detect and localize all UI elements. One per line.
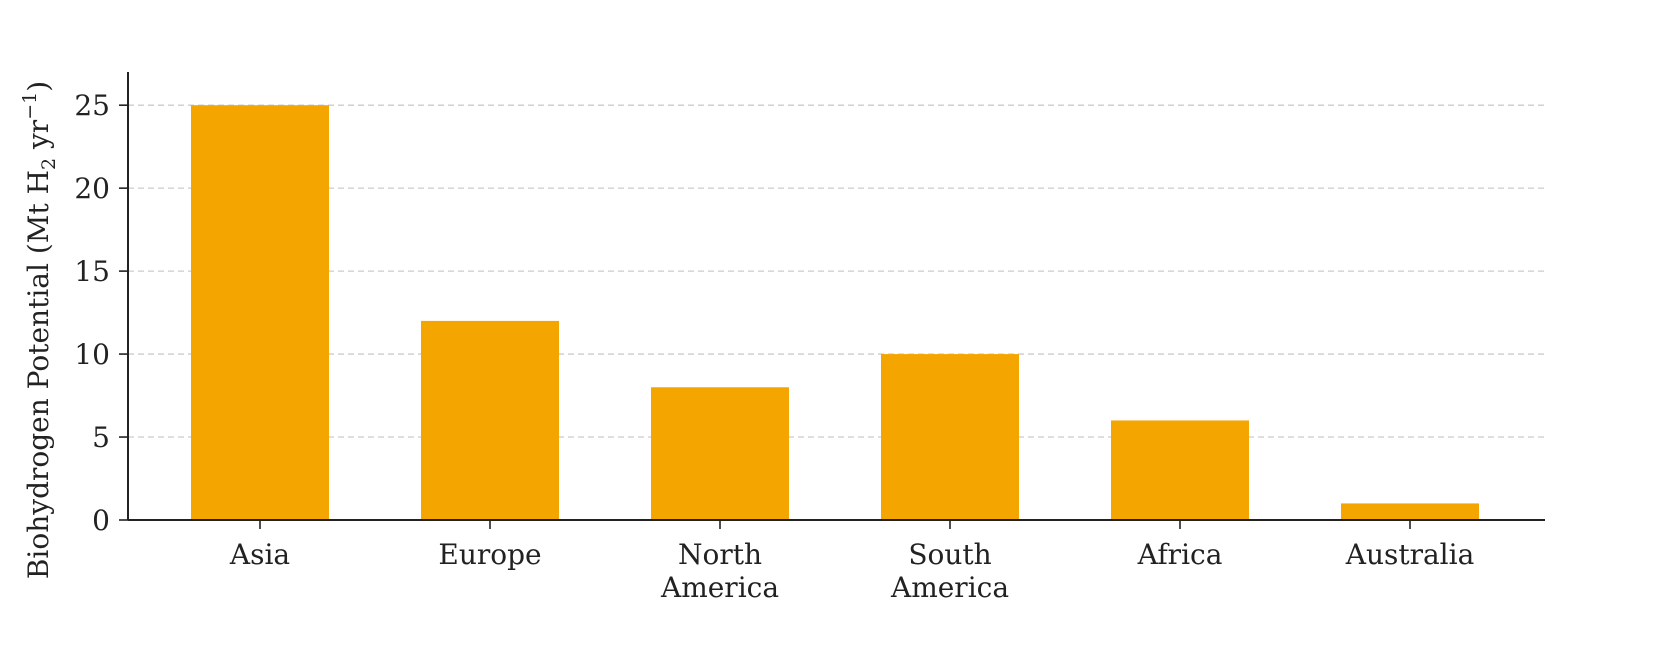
- y-tick-label-15: 15: [74, 255, 110, 288]
- bar-5: [1341, 503, 1479, 520]
- y-tick-label-5: 5: [92, 421, 110, 454]
- x-tick-label-0: Asia: [229, 538, 290, 571]
- x-tick-label-line: Europe: [438, 538, 541, 571]
- bar-2: [651, 387, 789, 520]
- y-tick-label-10: 10: [74, 338, 110, 371]
- x-tick-label-line: America: [890, 571, 1009, 604]
- y-tick-label-0: 0: [92, 504, 110, 537]
- x-tick-label-2: North America: [660, 538, 779, 604]
- bar-4: [1111, 420, 1249, 520]
- y-axis-title-end: ): [22, 81, 55, 92]
- x-tick-label-4: Africa: [1137, 538, 1223, 571]
- x-tick-label-line: Australia: [1345, 538, 1475, 571]
- y-axis-title-unit: yr: [22, 119, 55, 158]
- y-tick-label-25: 25: [74, 89, 110, 122]
- bar-0: [191, 105, 329, 521]
- y-axis-title-superscript: −1: [19, 92, 41, 120]
- x-tick-label-5: Australia: [1345, 538, 1475, 571]
- x-tick-label-line: North: [678, 538, 762, 571]
- y-axis-title: Biohydrogen Potential (Mt H2 yr−1): [19, 81, 60, 579]
- y-axis-title-subscript: 2: [38, 158, 60, 170]
- x-tick-label-line: America: [660, 571, 779, 604]
- x-tick-label-line: South: [908, 538, 991, 571]
- bar-1: [421, 320, 559, 520]
- x-tick-label-3: South America: [890, 538, 1009, 604]
- y-axis-title-main: Biohydrogen Potential (Mt H: [22, 170, 55, 579]
- y-tick-label-20: 20: [74, 172, 110, 205]
- bar-3: [881, 354, 1019, 520]
- x-tick-label-1: Europe: [438, 538, 541, 571]
- x-tick-label-line: Africa: [1137, 538, 1223, 571]
- y-tick-labels: 0 5 10 15 20 25: [74, 89, 110, 537]
- bars: [191, 105, 1479, 521]
- axes: [119, 72, 1545, 529]
- x-tick-label-line: Asia: [229, 538, 290, 571]
- gridlines: [128, 104, 1545, 438]
